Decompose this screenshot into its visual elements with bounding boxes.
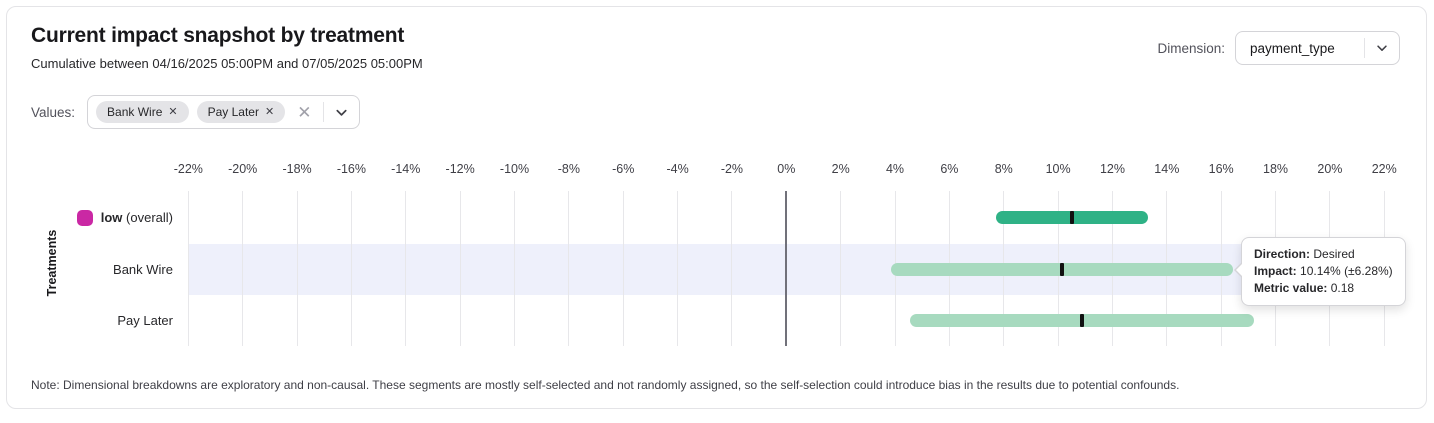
gridline — [568, 191, 570, 346]
x-axis-tick-label: -8% — [557, 162, 580, 176]
row-label-text: Pay Later — [117, 312, 173, 328]
x-axis-tick-label: 22% — [1371, 162, 1397, 176]
group-color-swatch — [76, 209, 93, 226]
row-label-text: Bank Wire — [113, 261, 173, 277]
treatment-row-label: Bank Wire — [7, 258, 173, 280]
x-axis-tick-label: 2% — [831, 162, 850, 176]
gridline — [242, 191, 244, 346]
chip-remove-icon[interactable]: ✕ — [264, 105, 275, 118]
date-range-subtitle: Cumulative between 04/16/2025 05:00PM an… — [31, 56, 423, 71]
clear-values-icon[interactable]: ✕ — [297, 102, 312, 122]
tooltip-direction: Direction: Desired — [1254, 247, 1355, 261]
row-label-text: low (overall) — [100, 210, 173, 225]
impact-point-tick — [1059, 262, 1064, 276]
treatment-row-label: Pay Later — [7, 309, 173, 331]
gridline — [405, 191, 407, 346]
gridline — [840, 191, 842, 346]
bar-tooltip: Direction: Desired Impact: 10.14% (±6.28… — [1234, 237, 1406, 306]
x-axis-tick-label: 6% — [940, 162, 959, 176]
x-axis-tick-label: -12% — [445, 162, 475, 176]
x-axis-tick-label: 4% — [885, 162, 905, 176]
x-axis-tick-label: 8% — [994, 162, 1013, 176]
page-title: Current impact snapshot by treatment — [31, 24, 405, 47]
impact-snapshot-card: Current impact snapshot by treatment Cum… — [6, 6, 1427, 409]
values-multiselect[interactable]: Bank Wire ✕ Pay Later ✕ ✕ — [87, 95, 361, 129]
x-axis-tick-label: 16% — [1208, 162, 1234, 176]
x-axis-tick-label: -18% — [282, 162, 312, 176]
gridline — [514, 191, 515, 346]
x-axis-tick-label: 0% — [777, 162, 796, 176]
gridline — [677, 191, 679, 346]
x-axis-tick-label: -2% — [720, 162, 744, 176]
dimension-select[interactable]: payment_type — [1235, 31, 1400, 65]
x-axis-tick-label: 18% — [1263, 162, 1289, 176]
impact-point-tick — [1080, 313, 1085, 327]
gridline — [731, 191, 733, 346]
x-axis-tick-label: -22% — [173, 162, 203, 176]
gridline — [459, 191, 461, 346]
x-axis-tick-label: -14% — [391, 162, 421, 176]
selected-value-chips: Bank Wire ✕ Pay Later ✕ — [96, 101, 286, 123]
x-axis-tick-label: 10% — [1045, 162, 1071, 176]
values-control: Values: Bank Wire ✕ Pay Later ✕ ✕ — [31, 95, 361, 129]
chip-remove-icon[interactable]: ✕ — [168, 105, 178, 118]
value-chip-label: Pay Later — [207, 105, 259, 119]
dimension-label: Dimension: — [1157, 40, 1225, 56]
tooltip-arrow — [1235, 263, 1243, 277]
tooltip-impact: Impact: 10.14% (±6.28%) — [1254, 264, 1393, 278]
tooltip-metric-value: Metric value: 0.18 — [1254, 281, 1355, 295]
x-axis-tick-label: 12% — [1099, 162, 1125, 176]
dimension-selected-value: payment_type — [1250, 40, 1335, 56]
treatment-row-label: low (overall) — [7, 207, 173, 229]
disclaimer-note: Note: Dimensional breakdowns are explora… — [31, 378, 1180, 392]
chevron-down-icon[interactable] — [334, 105, 349, 120]
gridline — [622, 191, 624, 346]
divider — [323, 102, 325, 122]
x-axis-tick-label: -20% — [228, 162, 258, 176]
x-axis-tick-label: 14% — [1154, 162, 1180, 176]
value-chip[interactable]: Pay Later ✕ — [196, 101, 286, 123]
gridline — [296, 191, 298, 346]
chevron-down-icon — [1377, 45, 1387, 51]
divider — [1364, 38, 1365, 58]
header: Current impact snapshot by treatment Cum… — [31, 23, 423, 71]
x-axis-tick-label: -6% — [612, 162, 635, 176]
impact-point-tick — [1069, 211, 1074, 224]
gridline — [187, 191, 189, 346]
values-label: Values: — [31, 104, 76, 120]
zero-baseline — [785, 191, 788, 346]
gridline — [350, 191, 352, 346]
impact-chart: Treatments -22% -20% -18% -16% -14% -12% -10% -… — [7, 7, 1426, 408]
x-axis-tick-label: -4% — [666, 162, 689, 176]
x-axis-tick-label: -10% — [499, 162, 530, 176]
dimension-control: Dimension: payment_type — [1157, 31, 1400, 65]
x-axis-tick-label: -16% — [336, 162, 366, 176]
x-axis-tick-label: 20% — [1317, 162, 1343, 176]
value-chip-label: Bank Wire — [107, 105, 163, 119]
value-chip[interactable]: Bank Wire ✕ — [96, 101, 189, 123]
